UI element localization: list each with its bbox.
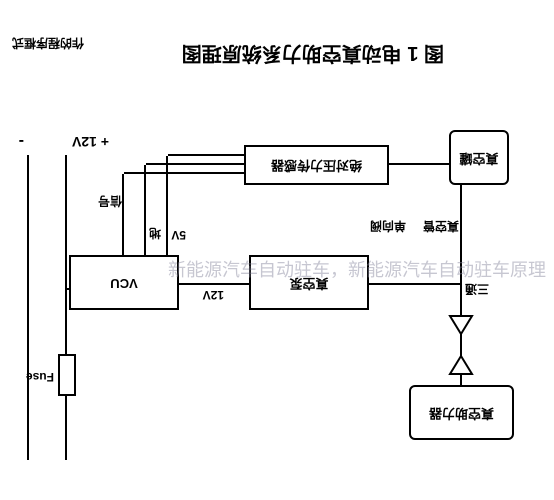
- line-rail-plus-up: [65, 396, 67, 460]
- plus12-label: + 12V: [72, 134, 109, 150]
- triangle-up-icon: [448, 314, 474, 336]
- sensor-label: 绝对压力传感器: [271, 158, 362, 172]
- v12-pump-label: 12V: [203, 288, 224, 302]
- line-pump-to-vcu: [179, 283, 249, 285]
- overlay-watermark: 新能源汽车自动驻车，新能源汽车自动驻车原理: [168, 256, 546, 282]
- line-rail-minus: [27, 155, 29, 460]
- line-tee-to-pump: [369, 283, 462, 285]
- line-sensor-r2: [146, 163, 244, 165]
- line-sensor-r1: [124, 172, 244, 174]
- triangle-down-icon: [448, 354, 474, 376]
- line-vcu-d2: [144, 165, 146, 255]
- pressure-sensor-box: 绝对压力传感器: [244, 145, 389, 185]
- line-vcu-to-plus: [65, 288, 69, 290]
- ground-label: 地: [149, 225, 161, 242]
- pipe-label: 真空管: [423, 218, 459, 235]
- corner-text: 作的程序框式: [12, 35, 84, 52]
- fuse-label: Fuse: [26, 370, 54, 384]
- check-valve-label: 单向阀: [370, 218, 406, 235]
- vcu-label: VCU: [110, 275, 137, 289]
- minus-label: -: [19, 132, 24, 150]
- tank-label: 真空罐: [460, 150, 499, 164]
- vacuum-tank-box: 真空罐: [449, 130, 509, 185]
- line-vcu-d1: [166, 156, 168, 255]
- line-sensor-r3: [168, 154, 244, 156]
- booster-label: 真空助力器: [429, 405, 494, 419]
- line-rail-plus-dn: [65, 155, 67, 354]
- line-tank-to-sensor: [389, 163, 449, 165]
- tee-label: 三通: [465, 281, 489, 298]
- v5-label: 5V: [171, 228, 186, 242]
- vacuum-booster-box: 真空助力器: [409, 385, 514, 440]
- fuse-box: [58, 354, 76, 396]
- vcu-box: VCU: [69, 255, 179, 310]
- diagram-canvas: 真空助力器 真空罐 真空泵 VCU 绝对压力传感器 Fuse 真空管 三通 单向…: [0, 0, 554, 500]
- figure-caption: 图 1 电动真空助力系统原理图: [182, 41, 444, 70]
- line-vcu-d3: [122, 174, 124, 255]
- signal-label: 信号: [98, 193, 122, 210]
